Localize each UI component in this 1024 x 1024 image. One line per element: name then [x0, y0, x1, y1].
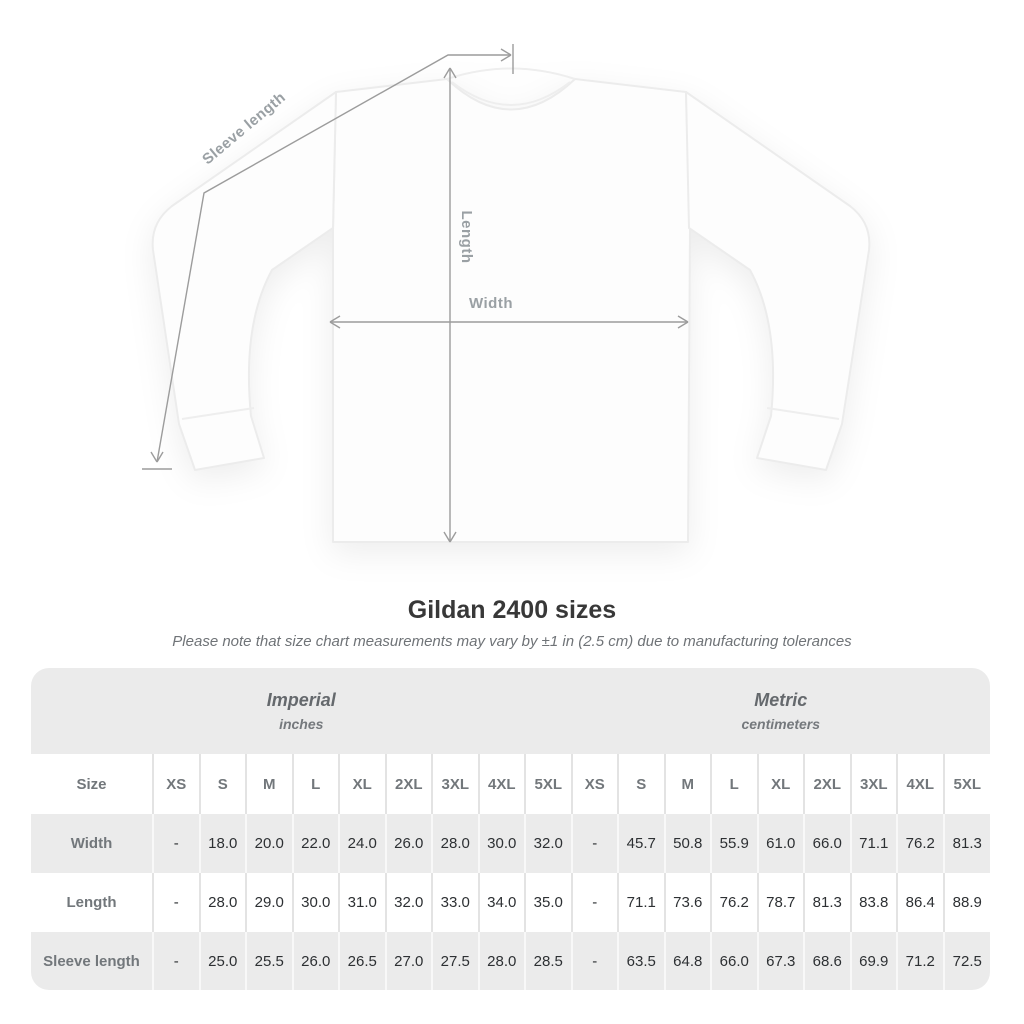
metric-value-cell: 64.8 — [663, 932, 711, 990]
metric-size-header: 4XL — [896, 754, 944, 814]
long-sleeve-shirt-illustration — [151, 67, 871, 543]
tolerance-note: Please note that size chart measurements… — [172, 633, 852, 650]
metric-group-header: Metric centimeters — [571, 668, 990, 754]
imperial-value-cell: 25.5 — [245, 932, 293, 990]
metric-value-cell: 73.6 — [663, 873, 711, 932]
imperial-value-cell: - — [152, 873, 200, 932]
imperial-value-cell: 28.0 — [477, 932, 525, 990]
imperial-size-header: 5XL — [524, 754, 572, 814]
row-label: Length — [31, 873, 153, 932]
size-chart-table: Imperial inches Metric centimeters Size X… — [31, 668, 990, 990]
length-arrow — [443, 67, 457, 543]
metric-value-cell: 88.9 — [942, 873, 990, 932]
metric-size-header: L — [710, 754, 758, 814]
imperial-label: Imperial — [266, 690, 336, 710]
metric-value-cell: - — [570, 932, 618, 990]
imperial-value-cell: 32.0 — [384, 873, 432, 932]
metric-size-header: M — [663, 754, 711, 814]
imperial-size-header: 3XL — [431, 754, 479, 814]
metric-value-cell: 76.2 — [896, 814, 944, 873]
imperial-size-header: XS — [152, 754, 200, 814]
imperial-value-cell: 26.0 — [384, 814, 432, 873]
imperial-value-cell: 29.0 — [245, 873, 293, 932]
imperial-value-cell: 20.0 — [245, 814, 293, 873]
metric-value-cell: 66.0 — [710, 932, 758, 990]
metric-label: Metric — [754, 690, 808, 710]
metric-value-cell: - — [570, 814, 618, 873]
imperial-value-cell: 35.0 — [524, 873, 572, 932]
imperial-value-cell: 25.0 — [198, 932, 246, 990]
imperial-value-cell: 18.0 — [198, 814, 246, 873]
metric-unit: centimeters — [741, 716, 821, 732]
imperial-size-header: XL — [338, 754, 386, 814]
width-label: Width — [469, 295, 513, 312]
imperial-value-cell: 26.5 — [338, 932, 386, 990]
imperial-value-cell: 28.0 — [431, 814, 479, 873]
measurement-row: Sleeve length -25.0 25.5 26.0 26.5 27.0 27.5 28… — [31, 932, 990, 990]
metric-size-header: 5XL — [942, 754, 990, 814]
imperial-value-cell: 27.0 — [384, 932, 432, 990]
row-label: Sleeve length — [31, 932, 153, 990]
imperial-group-header: Imperial inches — [31, 668, 572, 754]
unit-header-row: Imperial inches Metric centimeters — [31, 668, 990, 754]
imperial-value-cell: 28.5 — [524, 932, 572, 990]
metric-size-header: S — [617, 754, 665, 814]
metric-value-cell: 72.5 — [942, 932, 990, 990]
measurement-row: Width -18.0 20.0 22.0 24.0 26.0 28.0 30.0 32.0-4… — [31, 814, 990, 873]
metric-value-cell: 50.8 — [663, 814, 711, 873]
metric-size-header: 2XL — [803, 754, 851, 814]
metric-value-cell: 81.3 — [942, 814, 990, 873]
imperial-value-cell: 22.0 — [291, 814, 339, 873]
metric-value-cell: - — [570, 873, 618, 932]
imperial-size-header: 4XL — [477, 754, 525, 814]
width-arrow — [329, 315, 689, 329]
sleeve-length-arrow — [142, 44, 514, 470]
metric-value-cell: 76.2 — [710, 873, 758, 932]
metric-value-cell: 45.7 — [617, 814, 665, 873]
imperial-value-cell: 28.0 — [198, 873, 246, 932]
metric-size-header: XS — [570, 754, 618, 814]
imperial-value-cell: 32.0 — [524, 814, 572, 873]
imperial-size-header: S — [198, 754, 246, 814]
measurement-row: Length -28.0 29.0 30.0 31.0 32.0 33.0 34.0 35.0-… — [31, 873, 990, 932]
metric-value-cell: 81.3 — [803, 873, 851, 932]
imperial-value-cell: 30.0 — [291, 873, 339, 932]
imperial-size-header: 2XL — [384, 754, 432, 814]
metric-size-header: XL — [756, 754, 804, 814]
imperial-value-cell: - — [152, 932, 200, 990]
imperial-value-cell: 34.0 — [477, 873, 525, 932]
row-label: Width — [31, 814, 153, 873]
metric-value-cell: 66.0 — [803, 814, 851, 873]
imperial-value-cell: 24.0 — [338, 814, 386, 873]
imperial-unit: inches — [279, 716, 324, 732]
metric-value-cell: 69.9 — [849, 932, 897, 990]
metric-value-cell: 61.0 — [756, 814, 804, 873]
metric-value-cell: 71.1 — [617, 873, 665, 932]
size-column-header: Size — [31, 754, 153, 814]
imperial-size-header: M — [245, 754, 293, 814]
imperial-value-cell: 31.0 — [338, 873, 386, 932]
metric-value-cell: 86.4 — [896, 873, 944, 932]
metric-value-cell: 68.6 — [803, 932, 851, 990]
imperial-value-cell: - — [152, 814, 200, 873]
imperial-value-cell: 26.0 — [291, 932, 339, 990]
metric-value-cell: 71.1 — [849, 814, 897, 873]
imperial-value-cell: 30.0 — [477, 814, 525, 873]
metric-value-cell: 63.5 — [617, 932, 665, 990]
page-title: Gildan 2400 sizes — [407, 596, 617, 624]
metric-value-cell: 78.7 — [756, 873, 804, 932]
imperial-value-cell: 33.0 — [431, 873, 479, 932]
imperial-value-cell: 27.5 — [431, 932, 479, 990]
imperial-size-header: L — [291, 754, 339, 814]
metric-value-cell: 83.8 — [849, 873, 897, 932]
length-label: Length — [458, 211, 475, 264]
metric-size-header: 3XL — [849, 754, 897, 814]
size-header-row: Size XS S M L XL 2XL 3XL 4XL 5XL XS S M L XL 2XL 3XL 4XL 5… — [31, 754, 990, 814]
metric-value-cell: 71.2 — [896, 932, 944, 990]
metric-value-cell: 67.3 — [756, 932, 804, 990]
shirt-measurement-diagram: Sleeve length Length Width — [142, 44, 871, 543]
metric-value-cell: 55.9 — [710, 814, 758, 873]
